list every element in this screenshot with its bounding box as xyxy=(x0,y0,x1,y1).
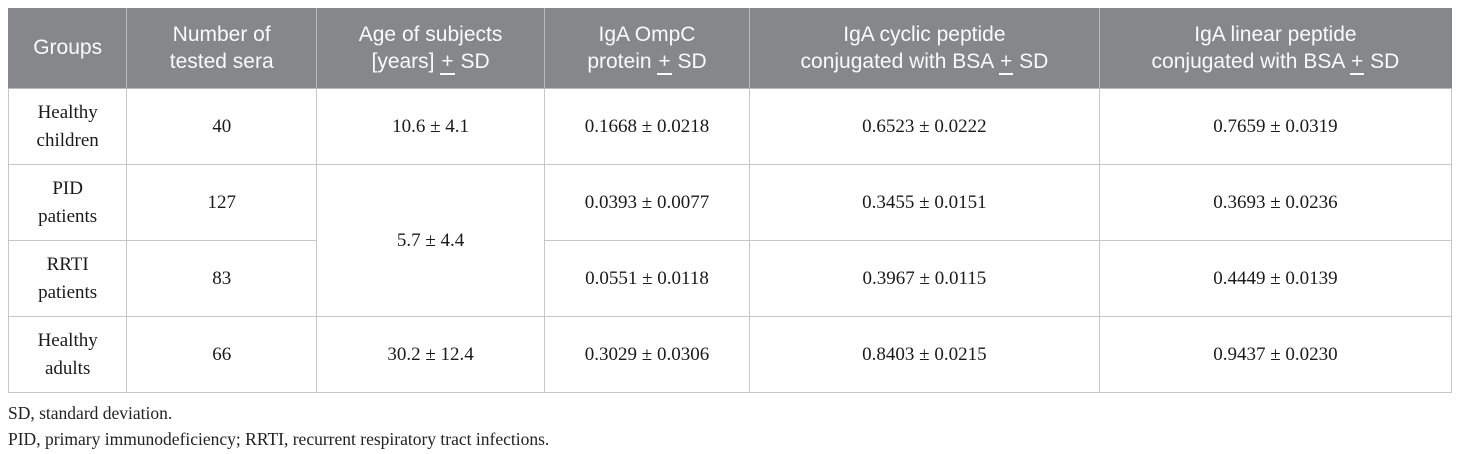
cell-age: 30.2 ± 12.4 xyxy=(316,316,546,393)
cell-iga-linear: 0.7659 ± 0.0319 xyxy=(1098,88,1453,165)
cell-tested-sera: 40 xyxy=(126,88,318,165)
cell-group: RRTI patients xyxy=(7,240,128,317)
footnote-sd: SD, standard deviation. xyxy=(8,403,173,423)
column-header-age: Age of subjects [years] + SD xyxy=(316,8,546,89)
table-row-rrti-patients: RRTI patients 83 0.0551 ± 0.0118 0.3967 … xyxy=(7,240,1453,317)
cell-age: 10.6 ± 4.1 xyxy=(316,88,546,165)
column-header-groups: Groups xyxy=(7,8,128,89)
cell-group: PID patients xyxy=(7,164,128,241)
table-row-healthy-adults: Healthy adults 66 30.2 ± 12.4 0.3029 ± 0… xyxy=(7,316,1453,393)
cell-tested-sera: 83 xyxy=(126,240,318,317)
cell-iga-cyclic: 0.6523 ± 0.0222 xyxy=(748,88,1100,165)
cell-group: Healthy adults xyxy=(7,316,128,393)
footnote-pid-rrti: PID, primary immunodeficiency; RRTI, rec… xyxy=(8,429,550,450)
cell-iga-cyclic: 0.3967 ± 0.0115 xyxy=(748,240,1100,317)
results-table: Groups Number of tested sera Age of subj… xyxy=(7,8,1453,393)
table-row-healthy-children: Healthy children 40 10.6 ± 4.1 0.1668 ± … xyxy=(7,88,1453,165)
cell-iga-ompc: 0.0551 ± 0.0118 xyxy=(544,240,750,317)
cell-iga-ompc: 0.1668 ± 0.0218 xyxy=(544,88,750,165)
cell-iga-linear: 0.3693 ± 0.0236 xyxy=(1098,164,1453,241)
cell-iga-cyclic: 0.8403 ± 0.0215 xyxy=(748,316,1100,393)
cell-group: Healthy children xyxy=(7,88,128,165)
cell-iga-ompc: 0.0393 ± 0.0077 xyxy=(544,164,750,241)
cell-age-merged: 5.7 ± 4.4 xyxy=(316,164,546,317)
table-footnotes: SD, standard deviation. PID, primary imm… xyxy=(8,400,1452,453)
cell-tested-sera: 127 xyxy=(126,164,318,241)
cell-iga-cyclic: 0.3455 ± 0.0151 xyxy=(748,164,1100,241)
column-header-iga-cyclic: IgA cyclic peptide conjugated with BSA +… xyxy=(748,8,1100,89)
table-header-row: Groups Number of tested sera Age of subj… xyxy=(7,8,1453,89)
table-row-pid-patients: PID patients 127 5.7 ± 4.4 0.0393 ± 0.00… xyxy=(7,164,1453,317)
cell-iga-linear: 0.9437 ± 0.0230 xyxy=(1098,316,1453,393)
cell-iga-linear: 0.4449 ± 0.0139 xyxy=(1098,240,1453,317)
column-header-iga-ompc: IgA OmpC protein + SD xyxy=(544,8,750,89)
column-header-tested-sera: Number of tested sera xyxy=(126,8,318,89)
column-header-iga-linear: IgA linear peptide conjugated with BSA +… xyxy=(1098,8,1453,89)
cell-tested-sera: 66 xyxy=(126,316,318,393)
cell-iga-ompc: 0.3029 ± 0.0306 xyxy=(544,316,750,393)
